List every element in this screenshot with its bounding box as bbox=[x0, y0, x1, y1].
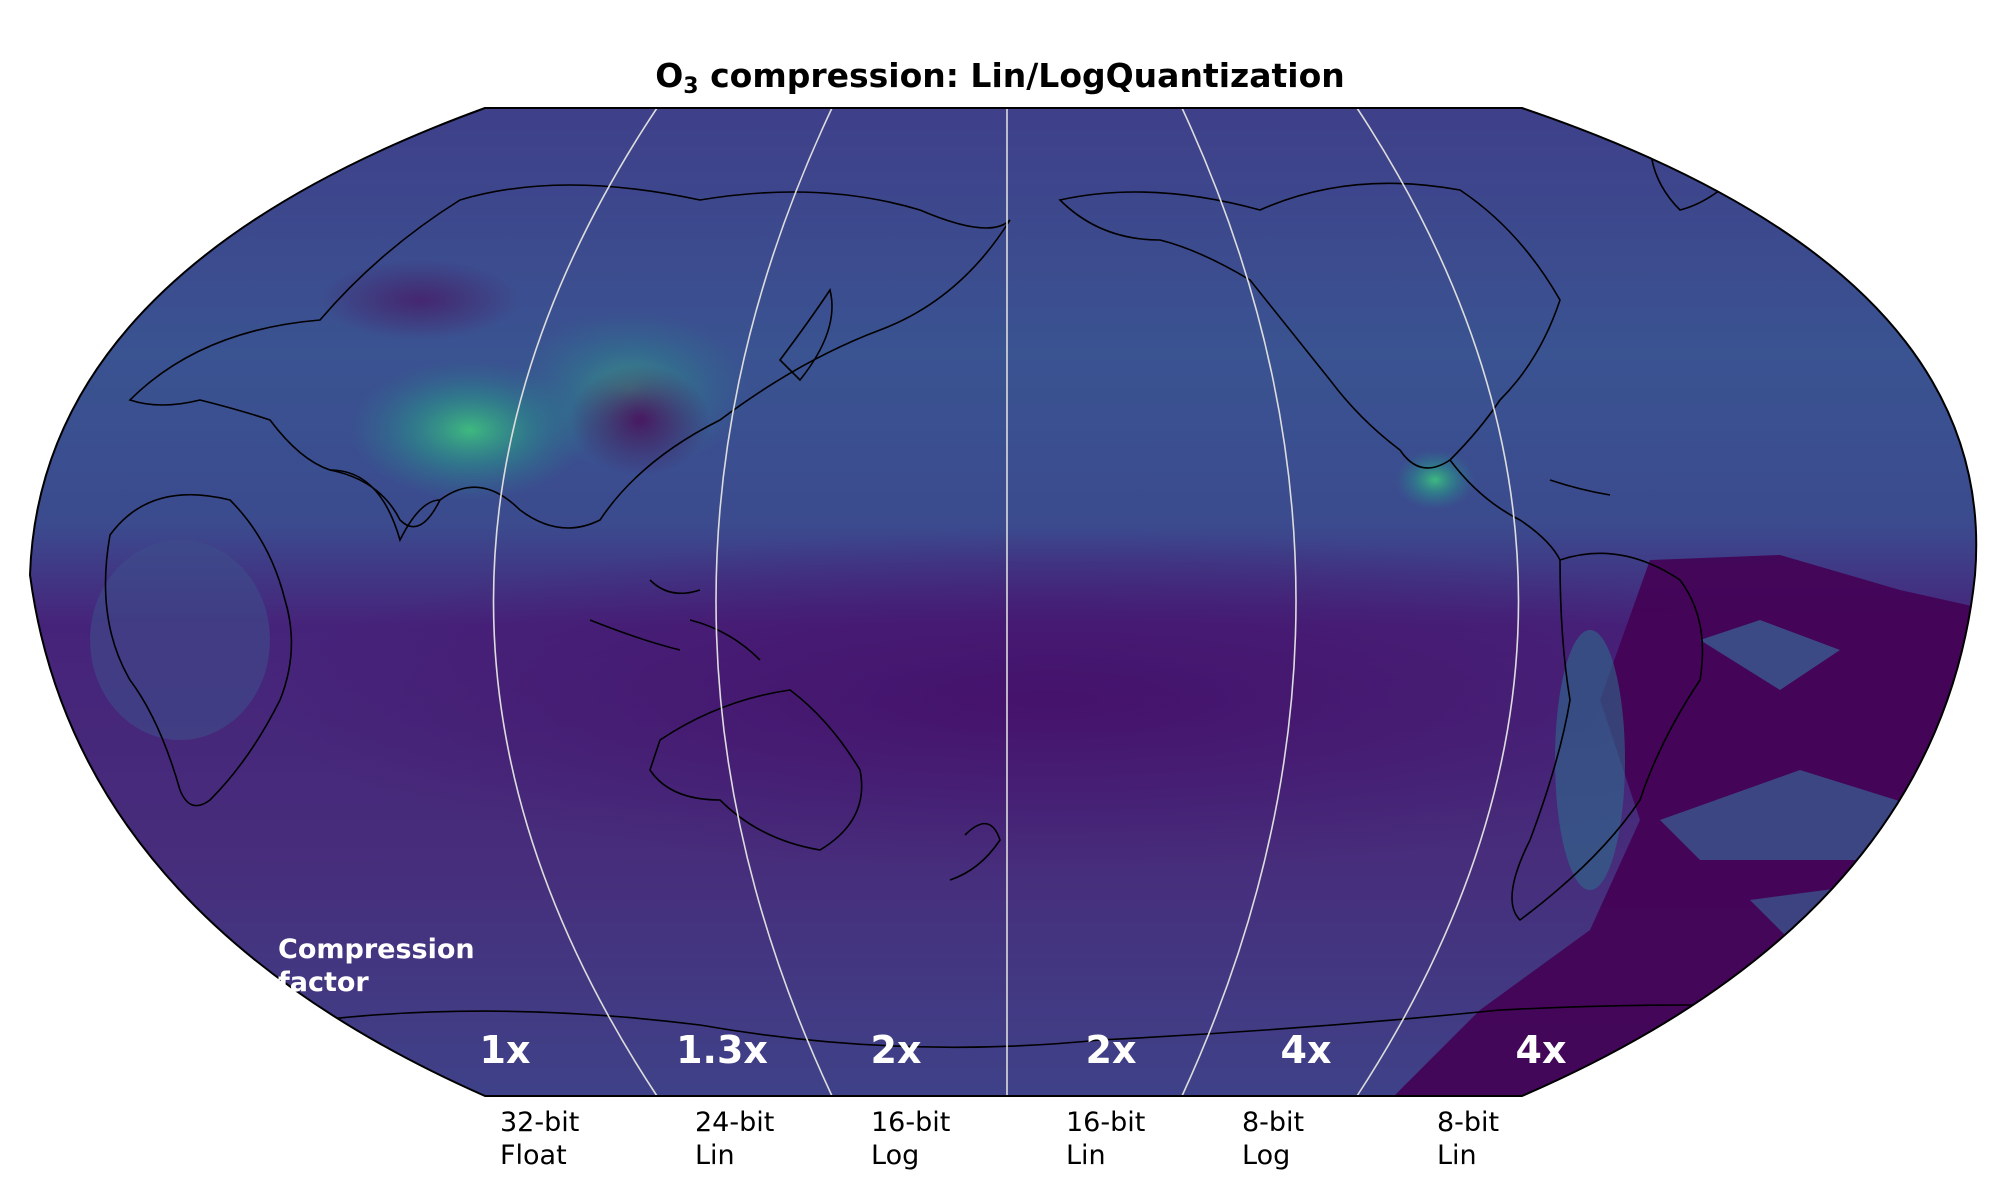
encoding-label: 16-bit Lin bbox=[1066, 1107, 1146, 1171]
encoding-label: 8-bit Lin bbox=[1437, 1107, 1500, 1171]
factor-label: 2x bbox=[870, 1028, 922, 1072]
factor-label: 1x bbox=[479, 1028, 531, 1072]
meridian-5 bbox=[1356, 107, 1520, 1097]
factor-label: 2x bbox=[1085, 1028, 1137, 1072]
compression-factor-label: Compression factor bbox=[278, 934, 475, 998]
encoding-label: 32-bit Float bbox=[500, 1107, 580, 1171]
factor-label: 4x bbox=[1515, 1028, 1567, 1072]
encoding-label: 16-bit Log bbox=[871, 1107, 951, 1171]
globe-outline bbox=[28, 107, 1978, 1097]
encoding-label: 24-bit Lin bbox=[695, 1107, 775, 1171]
meridian-1 bbox=[492, 107, 658, 1097]
coastlines bbox=[104, 131, 1851, 1049]
meridian-2 bbox=[715, 107, 833, 1097]
section-meridians bbox=[492, 107, 1520, 1097]
factor-label: 1.3x bbox=[676, 1028, 768, 1072]
map-title: O3 compression: Lin/LogQuantization bbox=[655, 56, 1345, 99]
meridian-4 bbox=[1181, 107, 1297, 1097]
globe-field bbox=[30, 108, 1977, 1096]
factor-label: 4x bbox=[1280, 1028, 1332, 1072]
encoding-label: 8-bit Log bbox=[1242, 1107, 1305, 1171]
